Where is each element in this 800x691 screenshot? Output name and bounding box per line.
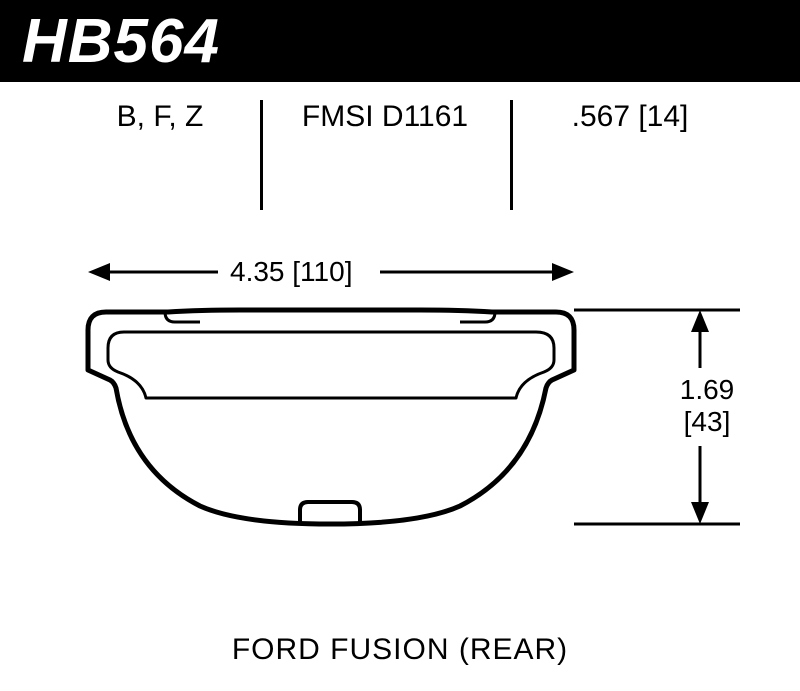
spec-divider-2 [510, 100, 513, 210]
width-arrow [88, 263, 574, 281]
diagram-area: 4.35 [110] 1.69 [43] [0, 240, 800, 600]
part-number: HB564 [22, 6, 220, 77]
spec-row: B, F, Z FMSI D1161 .567 [14] [0, 100, 800, 210]
footer-label: FORD FUSION (REAR) [0, 633, 800, 667]
spec-compounds: B, F, Z [70, 100, 250, 134]
spec-fmsi: FMSI D1161 [280, 100, 490, 134]
diagram-svg [0, 240, 800, 600]
spec-divider-1 [260, 100, 263, 210]
height-arrow [574, 310, 740, 524]
spec-thickness: .567 [14] [530, 100, 730, 134]
brake-pad-outline [88, 310, 574, 524]
header-bar: HB564 [0, 0, 800, 82]
